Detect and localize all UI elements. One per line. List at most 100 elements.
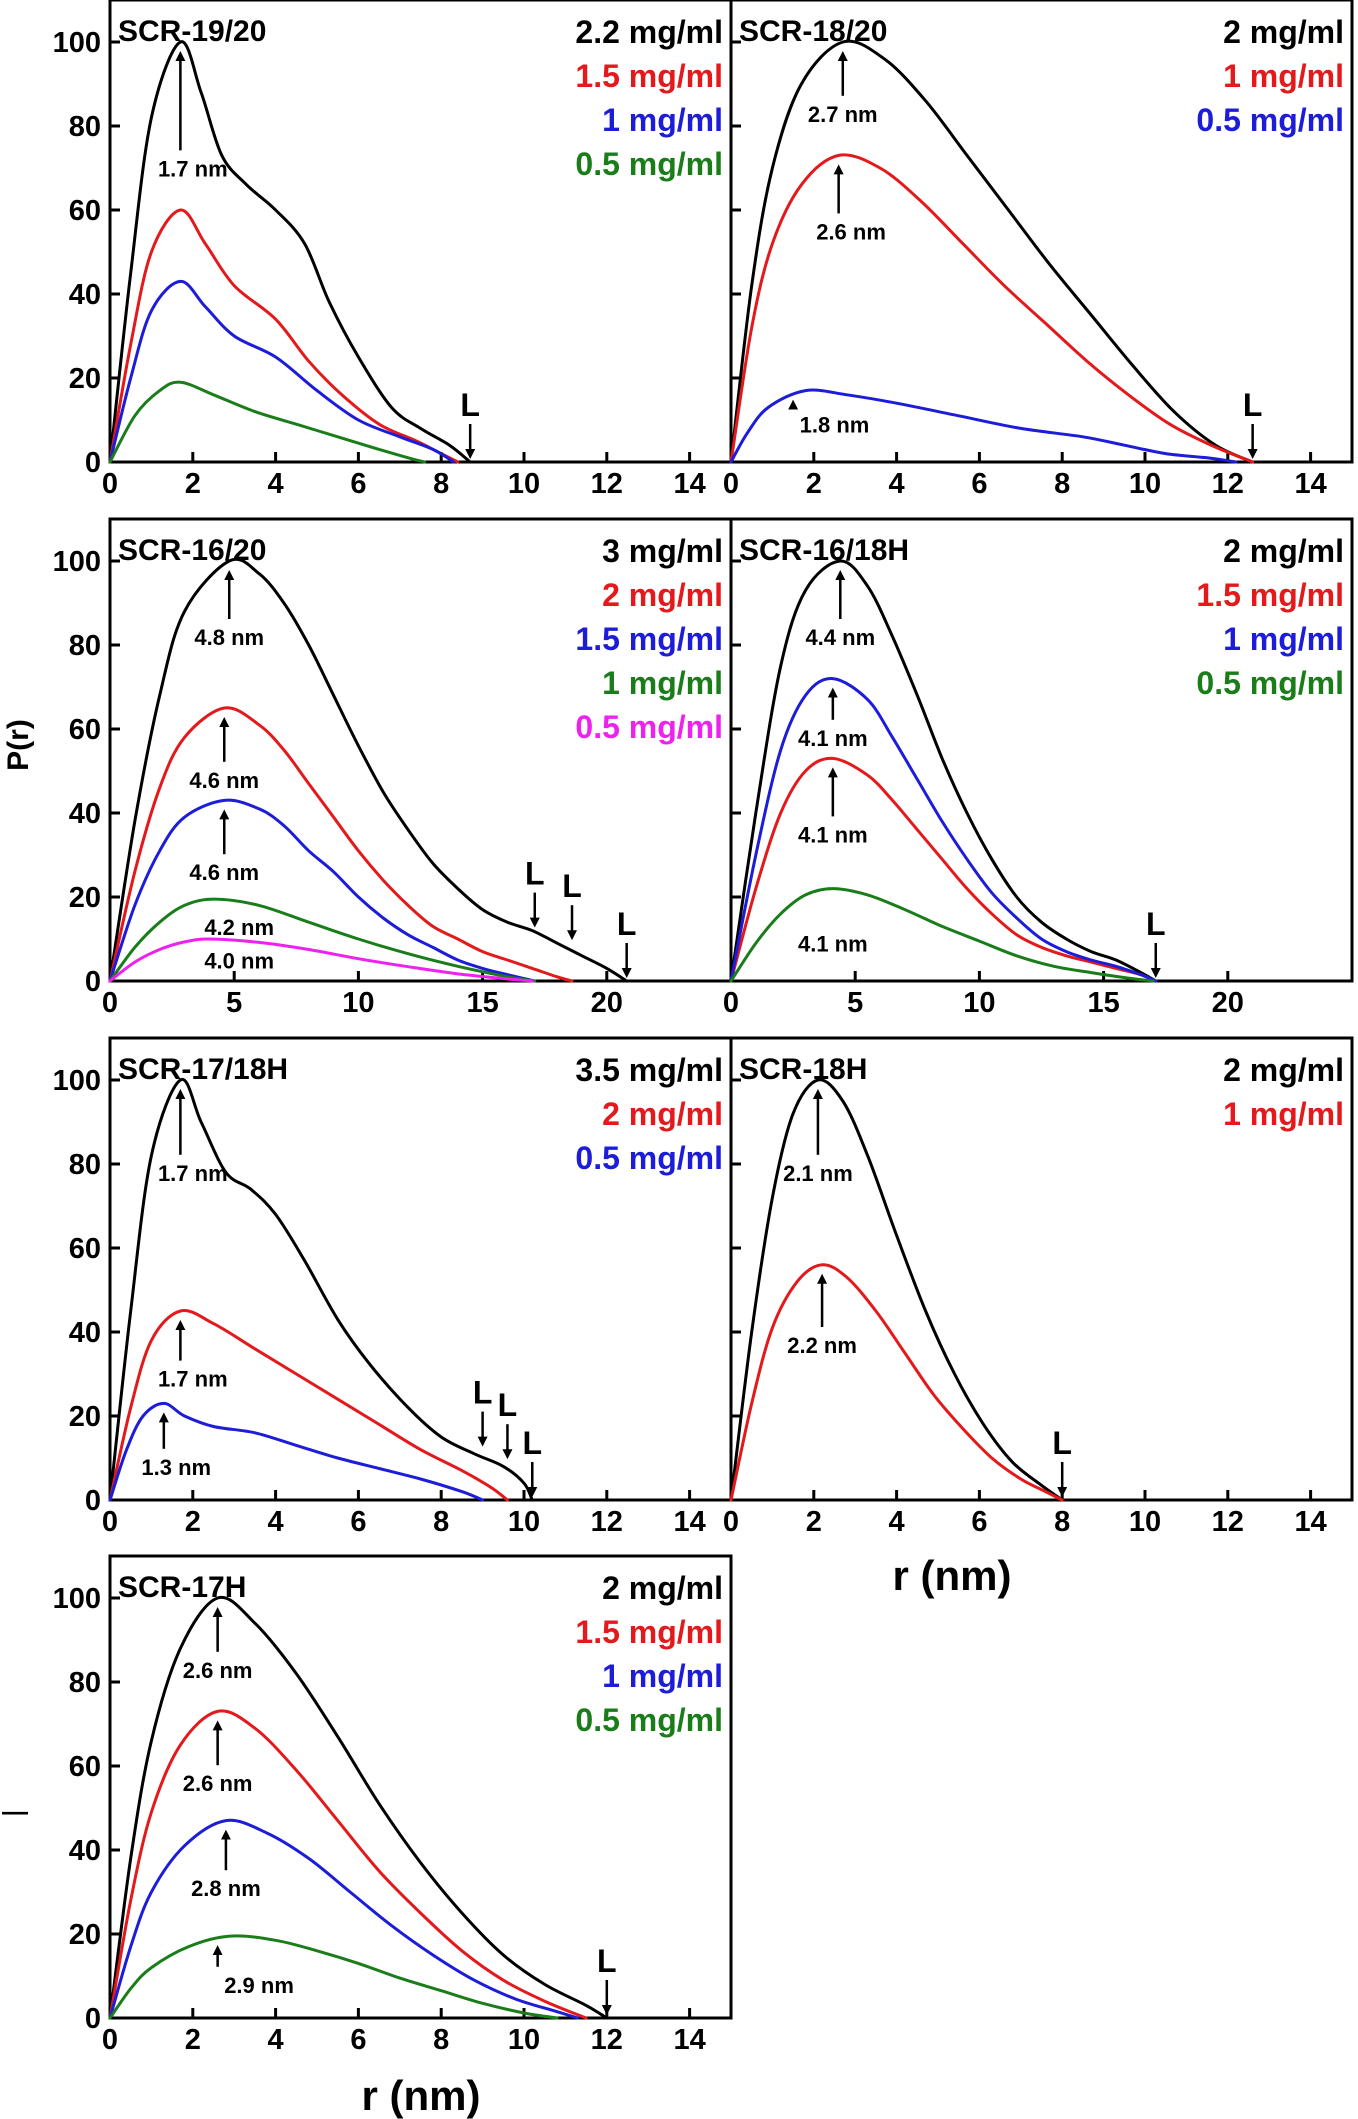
- x-tick-label: 10: [508, 2024, 540, 2056]
- x-tick-label: 0: [723, 987, 739, 1019]
- y-tick-label: 20: [69, 1919, 101, 1951]
- series-line: [108, 1401, 485, 1502]
- series-line: [108, 1078, 534, 1502]
- x-tick-label: 14: [673, 468, 705, 500]
- limit-label: L: [597, 1943, 617, 1979]
- series-line: [729, 153, 1255, 464]
- limit-label: L: [562, 868, 582, 904]
- x-tick-label: 6: [971, 1506, 987, 1538]
- x-tick-label: 10: [1129, 1506, 1161, 1538]
- series-line: [108, 897, 537, 983]
- x-tick-label: 0: [723, 468, 739, 500]
- peak-label: 4.4 nm: [805, 625, 875, 650]
- legend-entry: 0.5 mg/ml: [575, 146, 723, 182]
- plot-frame: [108, 1554, 733, 2020]
- plot-frame: [729, 0, 1354, 464]
- peak-label: 2.6 nm: [816, 219, 886, 244]
- panel-title: SCR-19/20: [118, 15, 266, 48]
- legend-entry: 1 mg/ml: [602, 102, 723, 138]
- series-line: [108, 937, 534, 983]
- legend-entry: 1.5 mg/ml: [1196, 577, 1344, 613]
- x-tick-label: 15: [1087, 987, 1119, 1019]
- legend-entry: 2 mg/ml: [1223, 533, 1344, 569]
- limit-label: L: [1052, 1425, 1072, 1461]
- limit-label: L: [460, 387, 480, 423]
- series-line: [108, 798, 537, 983]
- series-line: [108, 279, 456, 464]
- plot-frame: [729, 1036, 1354, 1502]
- y-tick-label: 40: [69, 1317, 101, 1349]
- series-line: [108, 40, 472, 464]
- peak-label: 1.7 nm: [158, 1161, 228, 1186]
- x-tick-label: 0: [102, 2024, 118, 2056]
- peak-label: 2.7 nm: [808, 102, 878, 127]
- peak-label: 4.8 nm: [194, 625, 264, 650]
- panel-title: SCR-17/18H: [118, 1053, 288, 1086]
- x-tick-label: 6: [350, 468, 366, 500]
- peak-label: 4.1 nm: [798, 822, 868, 847]
- y-axis-label: P(r): [2, 719, 35, 771]
- y-tick-label: 40: [69, 798, 101, 830]
- y-tick-label: 80: [69, 1667, 101, 1699]
- x-tick-label: 12: [591, 1506, 623, 1538]
- series-line: [729, 388, 1238, 464]
- limit-label: L: [1146, 906, 1166, 942]
- y-tick-label: 20: [69, 1401, 101, 1433]
- panel-scr-17-18h: 0 2 4 6 8 10 12 14 0 20 40 60 80 100 SCR-17/18H 3.5 mg/…: [53, 1036, 733, 1538]
- legend-entry: 2 mg/ml: [1223, 14, 1344, 50]
- series-line: [729, 39, 1255, 464]
- y-tick-label: 40: [69, 1835, 101, 1867]
- series-line: [108, 1308, 509, 1502]
- legend-entry: 0.5 mg/ml: [575, 1140, 723, 1176]
- x-tick-label: 12: [591, 468, 623, 500]
- peak-label: 1.7 nm: [158, 1367, 228, 1392]
- series-line: [729, 677, 1158, 983]
- x-tick-label: 15: [466, 987, 498, 1019]
- y-tick-label: 0: [85, 966, 101, 998]
- legend-entry: 1.5 mg/ml: [575, 1614, 723, 1650]
- x-tick-label: 10: [1129, 468, 1161, 500]
- x-tick-label: 2: [806, 1506, 822, 1538]
- x-tick-label: 10: [963, 987, 995, 1019]
- legend-entry: 1 mg/ml: [1223, 1096, 1344, 1132]
- x-tick-label: 2: [185, 1506, 201, 1538]
- panel-scr-19-20: 0 2 4 6 8 10 12 14 0 20 40 60 80 100 SCR-19/20 2.2 mg/m…: [53, 0, 733, 500]
- legend-entry: 1 mg/ml: [602, 665, 723, 701]
- peak-label: 2.9 nm: [224, 1973, 294, 1998]
- peak-label: 4.1 nm: [798, 726, 868, 751]
- peak-label: 4.6 nm: [189, 768, 259, 793]
- panel-title: SCR-18/20: [739, 15, 887, 48]
- y-tick-label: 60: [69, 714, 101, 746]
- legend-entry: 1 mg/ml: [1223, 621, 1344, 657]
- y-tick-label: 60: [69, 1751, 101, 1783]
- legend-entry: 2 mg/ml: [602, 1096, 723, 1132]
- series-line: [108, 380, 427, 464]
- x-tick-label: 14: [1294, 468, 1326, 500]
- legend-entry: 0.5 mg/ml: [575, 709, 723, 745]
- series-line: [108, 208, 460, 464]
- x-tick-label: 0: [102, 468, 118, 500]
- legend-entry: 1 mg/ml: [1223, 58, 1344, 94]
- x-tick-label: 14: [1294, 1506, 1326, 1538]
- series-line: [108, 1709, 588, 2020]
- y-tick-label: 0: [85, 1485, 101, 1517]
- x-tick-label: 4: [268, 2024, 284, 2056]
- y-tick-label: 100: [53, 1065, 101, 1097]
- y-tick-label: 100: [53, 546, 101, 578]
- y-tick-label: 60: [69, 195, 101, 227]
- legend-entry: 1.5 mg/ml: [575, 58, 723, 94]
- peak-label: 1.3 nm: [141, 1455, 211, 1480]
- x-tick-label: 20: [1212, 987, 1244, 1019]
- series-line: [108, 1934, 559, 2020]
- legend-entry: 2.2 mg/ml: [575, 14, 723, 50]
- x-tick-label: 8: [433, 1506, 449, 1538]
- limit-label: L: [498, 1387, 518, 1423]
- series-line: [108, 706, 574, 983]
- series-line: [729, 1263, 1064, 1502]
- series-line: [108, 1818, 580, 2020]
- x-tick-label: 20: [591, 987, 623, 1019]
- x-tick-label: 8: [1054, 468, 1070, 500]
- x-tick-label: 0: [723, 1506, 739, 1538]
